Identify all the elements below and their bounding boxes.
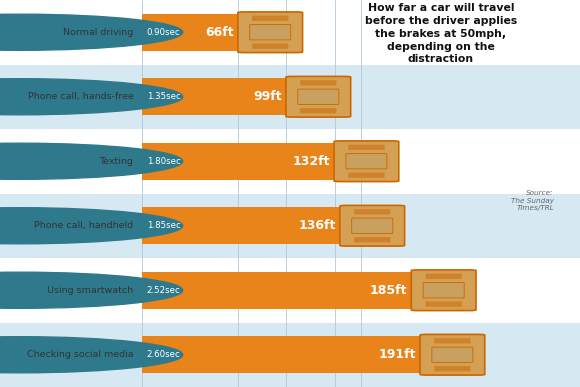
Circle shape [0,79,183,115]
Circle shape [0,14,183,50]
FancyBboxPatch shape [348,145,385,150]
FancyBboxPatch shape [346,154,387,169]
Text: 132ft: 132ft [292,155,330,168]
FancyBboxPatch shape [0,194,580,258]
Text: 136ft: 136ft [298,219,336,232]
FancyBboxPatch shape [340,205,405,246]
Circle shape [0,208,183,244]
FancyBboxPatch shape [348,173,385,178]
FancyBboxPatch shape [0,65,580,129]
Text: Phone call, hands-free: Phone call, hands-free [27,92,133,101]
FancyBboxPatch shape [411,270,476,311]
Text: 0.90sec: 0.90sec [147,28,180,37]
Circle shape [0,272,183,308]
FancyBboxPatch shape [298,89,339,104]
Text: 99ft: 99ft [253,90,282,103]
Text: Checking social media: Checking social media [27,350,133,359]
Text: 1.35sec: 1.35sec [147,92,180,101]
Text: 1.80sec: 1.80sec [147,157,180,166]
Text: Texting: Texting [100,157,133,166]
FancyBboxPatch shape [0,322,580,387]
Text: 1.85sec: 1.85sec [147,221,180,230]
FancyBboxPatch shape [238,12,303,53]
FancyBboxPatch shape [142,78,287,115]
FancyBboxPatch shape [142,207,340,245]
FancyBboxPatch shape [432,347,473,362]
Text: Using smartwatch: Using smartwatch [48,286,133,295]
FancyBboxPatch shape [142,142,335,180]
Text: Phone call, handheld: Phone call, handheld [34,221,133,230]
FancyBboxPatch shape [426,301,462,307]
Text: 2.52sec: 2.52sec [147,286,180,295]
FancyBboxPatch shape [0,258,580,322]
Text: How far a car will travel
before the driver applies
the brakes at 50mph,
dependi: How far a car will travel before the dri… [365,3,517,64]
Text: 66ft: 66ft [205,26,234,39]
Text: Source:
The Sunday
Times/TRL: Source: The Sunday Times/TRL [511,190,554,211]
FancyBboxPatch shape [423,283,464,298]
Text: Normal driving: Normal driving [63,28,133,37]
FancyBboxPatch shape [249,25,291,40]
FancyBboxPatch shape [351,218,393,233]
Text: 191ft: 191ft [378,348,416,361]
FancyBboxPatch shape [434,366,470,372]
FancyBboxPatch shape [434,338,470,344]
FancyBboxPatch shape [142,272,412,309]
Circle shape [0,143,183,179]
FancyBboxPatch shape [252,15,288,21]
Text: 185ft: 185ft [369,284,407,297]
FancyBboxPatch shape [300,108,336,113]
FancyBboxPatch shape [252,43,288,49]
FancyBboxPatch shape [426,274,462,279]
FancyBboxPatch shape [354,209,390,214]
FancyBboxPatch shape [354,237,390,242]
FancyBboxPatch shape [142,336,420,373]
FancyBboxPatch shape [0,129,580,194]
FancyBboxPatch shape [420,334,485,375]
Circle shape [0,337,183,373]
FancyBboxPatch shape [286,76,351,117]
Text: 2.60sec: 2.60sec [147,350,180,359]
FancyBboxPatch shape [300,80,336,86]
FancyBboxPatch shape [0,0,580,65]
FancyBboxPatch shape [334,141,399,182]
FancyBboxPatch shape [142,14,238,51]
